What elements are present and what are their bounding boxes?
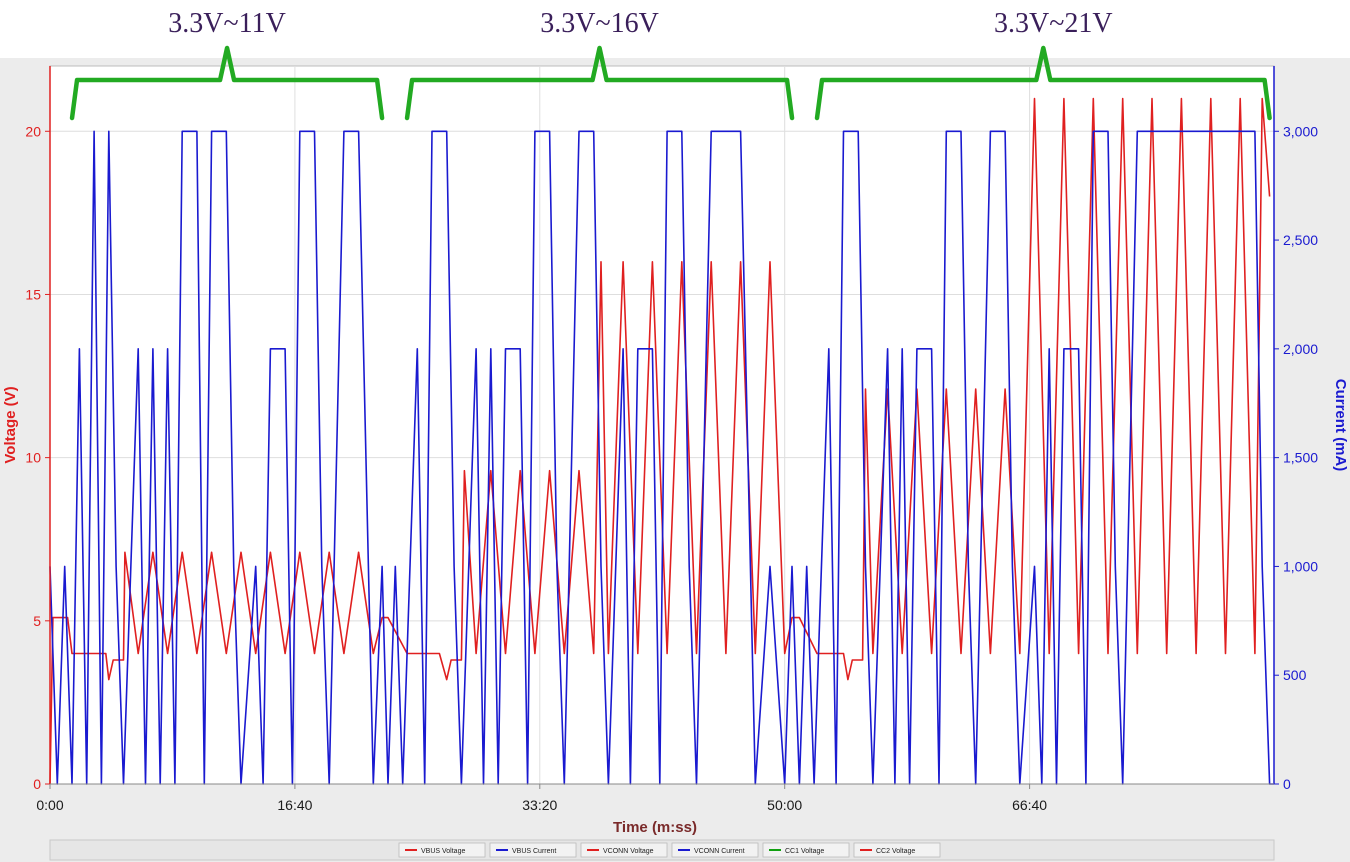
left-tick-label: 15 [25,286,41,302]
legend: VBUS Voltage VBUS Current VCONN Voltage VCO… [398,842,941,858]
series-line-vbus-voltage [49,97,1271,785]
axes-layer [49,66,1275,785]
legend-item-label: VCONN Current [694,848,745,855]
right-axis-title: Current (mA) [1332,379,1349,472]
annotations-layer: 3.3V~11V 3.3V~16V 3.3V~21V [69,8,1272,121]
legend-item-label: CC1 Voltage [785,848,824,855]
annotation-brace [69,45,385,121]
annotation-brace [814,45,1272,121]
left-tick-label: 0 [33,776,41,792]
x-tick-label: 0:00 [36,797,63,813]
right-tick-label: 1,500 [1283,450,1318,466]
right-tick-label: 1,000 [1283,558,1318,574]
grid-layer [50,66,1274,784]
left-tick-label: 20 [25,123,41,139]
right-tick-label: 0 [1283,776,1291,792]
x-axis-title: Time (m:ss) [613,819,697,836]
ticks-layer: 0 5 10 15 20 0 500 1,000 1,500 2,000 2,500 3,000 0:0… [25,123,1318,813]
legend-item-box[interactable] [671,842,759,858]
series-layer [49,97,1274,785]
x-tick-label: 33:20 [522,797,557,813]
right-tick-label: 2,500 [1283,232,1318,248]
right-tick-label: 500 [1283,667,1307,683]
legend-item-box[interactable] [853,842,941,858]
x-tick-label: 66:40 [1012,797,1047,813]
legend-item-label: VBUS Voltage [421,848,465,855]
right-tick-label: 2,000 [1283,341,1318,357]
annotation-label: 3.3V~16V [540,8,659,39]
left-axis-title: Voltage (V) [2,386,19,463]
annotation-label: 3.3V~11V [168,8,286,39]
legend-item-label: VBUS Current [512,848,556,855]
annotation-label: 3.3V~21V [994,8,1113,39]
x-tick-label: 50:00 [767,797,802,813]
series-line-vbus-current [49,130,1274,785]
legend-item-label: VCONN Voltage [603,848,654,855]
legend-item-box[interactable] [762,842,850,858]
x-tick-label: 16:40 [277,797,312,813]
legend-item-box[interactable] [580,842,668,858]
legend-item-label: CC2 Voltage [876,848,915,855]
left-tick-label: 10 [25,450,41,466]
plot-area [49,65,1275,785]
right-tick-label: 3,000 [1283,123,1318,139]
left-tick-label: 5 [33,613,41,629]
annotation-brace [404,45,795,121]
legend-item-box[interactable] [398,842,486,858]
legend-item-box[interactable] [489,842,577,858]
